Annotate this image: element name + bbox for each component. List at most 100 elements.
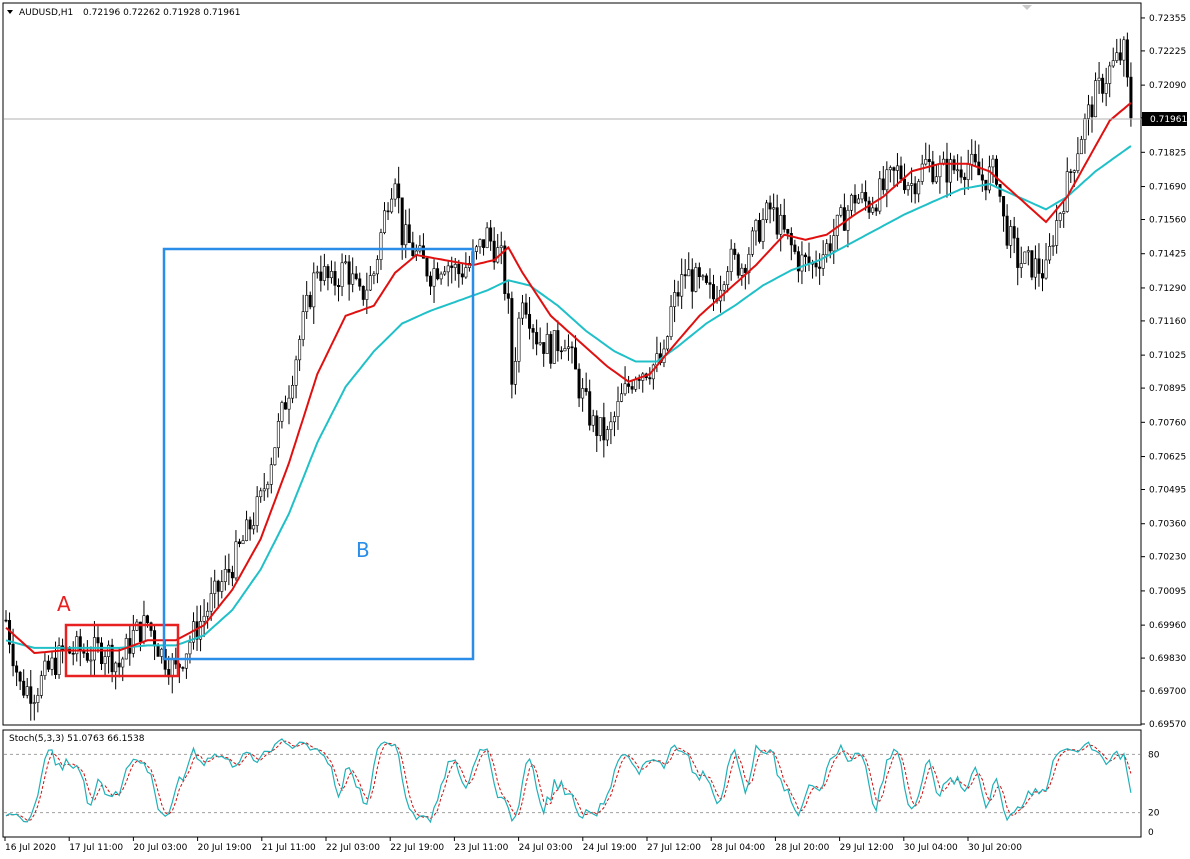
candle-body (1019, 263, 1023, 268)
candle-body (687, 269, 691, 277)
candle-body (570, 346, 574, 349)
candle-body (903, 178, 907, 191)
candle-body (57, 645, 61, 675)
candle-body (803, 254, 807, 258)
candle-body (531, 328, 535, 333)
candle-body (1072, 170, 1076, 173)
candle-body (605, 429, 609, 441)
candle-body (146, 615, 150, 624)
candle-body (701, 275, 705, 278)
candle-body (878, 178, 882, 212)
candle-body (906, 185, 910, 191)
candle-body (1108, 65, 1112, 84)
candle-body (510, 298, 514, 385)
ma-slow-line (5, 145, 1132, 649)
candle-body (708, 282, 712, 285)
candle-body (259, 490, 263, 498)
candle-body (1097, 77, 1101, 81)
stoch-header: Stoch(5,3,3) 51.0763 66.1538 (9, 734, 145, 744)
candle-body (779, 214, 783, 235)
candle-body (85, 652, 89, 661)
candle-body (100, 642, 104, 664)
candle-body (584, 388, 588, 392)
candle-body (598, 417, 602, 436)
candle-body (262, 488, 266, 492)
candle-body (821, 254, 825, 269)
candle-body (482, 239, 486, 248)
candle-body (952, 159, 956, 171)
candle-body (71, 652, 75, 655)
candle-body (740, 267, 744, 276)
x-tick-label: 24 Jul 19:00 (583, 843, 637, 853)
candle-body (520, 302, 524, 319)
candle-body (340, 262, 344, 288)
chevron-down-icon[interactable] (1022, 5, 1032, 10)
candle-body (765, 202, 769, 220)
candle-body (22, 680, 26, 696)
candle-body (464, 267, 468, 278)
candle-body (963, 176, 967, 180)
symbol-menu-icon[interactable] (7, 10, 13, 14)
candle-body (287, 397, 291, 410)
candle-body (796, 251, 800, 272)
candle-body (54, 657, 58, 675)
candle-body (439, 273, 443, 280)
candle-body (181, 667, 185, 669)
candle-body (1030, 250, 1034, 278)
candle-body (697, 267, 701, 278)
candle-body (789, 232, 793, 246)
candle-body (32, 702, 36, 704)
candle-body (82, 650, 86, 654)
candle-body (1002, 196, 1006, 217)
candle-body (704, 275, 708, 283)
candle-body (347, 261, 351, 285)
x-axis: 16 Jul 2020 17 Jul 11:00 20 Jul 03:00 20 Ju… (4, 837, 1022, 853)
candle-body (1040, 273, 1044, 279)
y-tick-label: 0.69960 (1149, 621, 1186, 631)
candle-body (121, 658, 125, 668)
ma-fast-line (5, 102, 1132, 655)
moving-averages (5, 102, 1132, 655)
candle-body (711, 284, 715, 300)
candle-body (528, 314, 532, 329)
candle-body (924, 159, 928, 165)
candle-body (535, 332, 539, 345)
candle-body (566, 346, 570, 349)
candle-body (959, 169, 963, 178)
y-tick-label: 0.70625 (1149, 453, 1186, 463)
y-tick-label: 0.69570 (1149, 720, 1186, 730)
candle-body (273, 447, 277, 466)
candle-body (368, 275, 372, 291)
candle-body (372, 273, 376, 276)
candle-body (825, 243, 829, 256)
stoch-level-label: 80 (1148, 750, 1160, 760)
y-tick-label: 0.71290 (1149, 284, 1186, 294)
candle-body (970, 153, 974, 165)
candle-body (722, 284, 726, 291)
candle-body (839, 207, 843, 216)
candle-body (1005, 215, 1009, 246)
candle-body (404, 224, 408, 246)
candle-body (1044, 259, 1048, 279)
candle-body (616, 401, 620, 417)
candle-body (329, 271, 333, 279)
candle-body (750, 230, 754, 255)
candle-body (227, 569, 231, 573)
candle-body (634, 379, 638, 390)
x-tick-label: 28 Jul 20:00 (775, 843, 829, 853)
candle-body (276, 420, 280, 449)
y-tick-label: 0.70230 (1149, 553, 1186, 563)
box-a (64, 623, 180, 678)
candle-body (266, 484, 270, 490)
candle-body (460, 273, 464, 278)
candle-body (559, 350, 563, 353)
candle-body (563, 348, 567, 352)
candle-body (312, 272, 316, 308)
y-tick-label: 0.71425 (1149, 250, 1186, 260)
current-price-label: 0.71961 (1150, 115, 1187, 125)
candle-body (301, 311, 305, 340)
candle-body (428, 275, 432, 287)
candle-body (308, 294, 312, 308)
candle-body (1094, 80, 1098, 118)
candle-body (103, 656, 107, 664)
